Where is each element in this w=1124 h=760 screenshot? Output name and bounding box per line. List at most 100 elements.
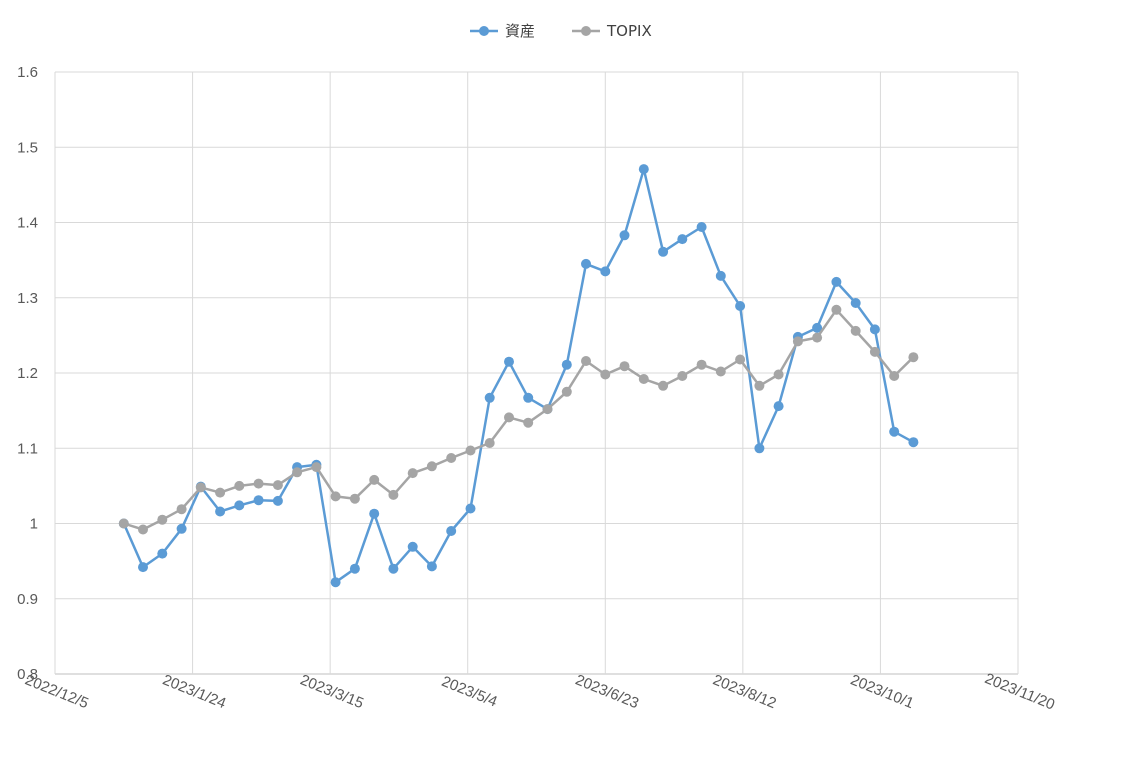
data-point — [908, 352, 919, 363]
data-point — [581, 258, 591, 269]
data-point — [677, 371, 688, 381]
data-point — [831, 276, 842, 287]
series-layer — [118, 164, 919, 588]
y-tick-label: 1.3 — [17, 290, 38, 307]
data-point — [869, 324, 880, 335]
data-point — [446, 453, 457, 463]
data-point — [677, 234, 688, 245]
y-tick-label: 0.9 — [17, 591, 38, 608]
data-point — [735, 301, 746, 311]
data-point — [195, 482, 206, 493]
data-point — [638, 164, 649, 175]
series-0 — [118, 164, 919, 588]
y-axis-tick-labels: 0.8 0.9 1 1.1 1.2 1.3 1.4 1.5 1.6 — [17, 64, 38, 683]
y-tick-label: 1.6 — [17, 64, 38, 81]
data-point — [600, 369, 611, 380]
data-point — [272, 495, 283, 506]
data-point — [715, 270, 726, 281]
data-point — [889, 371, 900, 381]
data-point — [908, 437, 919, 448]
legend: 資産 TOPIX — [470, 22, 652, 40]
data-point — [773, 401, 784, 412]
data-point — [138, 562, 148, 573]
data-point — [889, 426, 900, 437]
data-point — [253, 478, 264, 489]
data-point — [523, 417, 534, 428]
data-point — [369, 474, 380, 485]
legend-item: 資産 — [470, 22, 535, 40]
data-point — [349, 563, 360, 574]
data-point — [754, 443, 765, 454]
series-1 — [118, 304, 919, 535]
data-point — [465, 503, 476, 514]
legend-label: TOPIX — [606, 22, 652, 40]
data-point — [619, 361, 630, 372]
data-point — [215, 487, 226, 498]
data-point — [869, 346, 880, 357]
data-point — [369, 508, 380, 519]
y-tick-label: 1.1 — [17, 440, 38, 457]
data-point — [176, 523, 187, 534]
data-point — [638, 374, 649, 384]
data-point — [735, 354, 746, 365]
data-point — [523, 392, 534, 403]
y-tick-label: 1.5 — [17, 139, 38, 156]
data-point — [658, 246, 669, 257]
data-point — [484, 392, 495, 403]
data-point — [581, 356, 591, 366]
data-point — [157, 548, 168, 559]
data-point — [600, 266, 611, 277]
data-point — [176, 504, 187, 515]
data-point — [426, 561, 437, 572]
data-point — [715, 366, 726, 377]
data-point — [388, 563, 399, 574]
data-point — [349, 493, 360, 504]
legend-label: 資産 — [505, 22, 535, 40]
data-point — [792, 336, 803, 347]
data-point — [234, 500, 245, 511]
data-point — [831, 304, 842, 315]
data-point — [292, 467, 303, 478]
data-point — [118, 518, 129, 529]
data-point — [754, 380, 765, 391]
data-point — [234, 480, 245, 491]
data-point — [773, 369, 784, 380]
data-point — [407, 468, 418, 479]
legend-item: TOPIX — [572, 22, 652, 40]
y-tick-label: 0.8 — [17, 666, 38, 683]
data-point — [812, 322, 823, 333]
data-point — [850, 325, 861, 336]
data-point — [407, 541, 418, 552]
y-tick-label: 1.4 — [17, 215, 38, 232]
data-point — [696, 359, 707, 370]
data-point — [426, 461, 437, 472]
data-point — [388, 489, 399, 500]
data-point — [138, 524, 148, 535]
legend-marker — [581, 26, 591, 36]
data-point — [504, 412, 514, 423]
data-point — [561, 359, 572, 370]
data-point — [850, 298, 861, 308]
data-point — [330, 577, 341, 588]
data-point — [542, 404, 553, 415]
data-point — [484, 438, 495, 448]
data-point — [215, 506, 226, 517]
legend-marker — [479, 26, 489, 36]
data-point — [812, 332, 823, 343]
data-point — [504, 356, 514, 367]
data-point — [253, 495, 264, 506]
y-tick-label: 1 — [30, 516, 38, 533]
data-point — [561, 386, 572, 397]
data-point — [272, 480, 283, 491]
data-point — [658, 380, 669, 391]
data-point — [696, 222, 707, 232]
data-point — [330, 491, 341, 502]
data-point — [446, 526, 457, 536]
y-tick-label: 1.2 — [17, 365, 38, 382]
data-point — [157, 514, 168, 525]
data-point — [465, 445, 476, 456]
data-point — [619, 230, 630, 241]
data-point — [311, 462, 322, 473]
